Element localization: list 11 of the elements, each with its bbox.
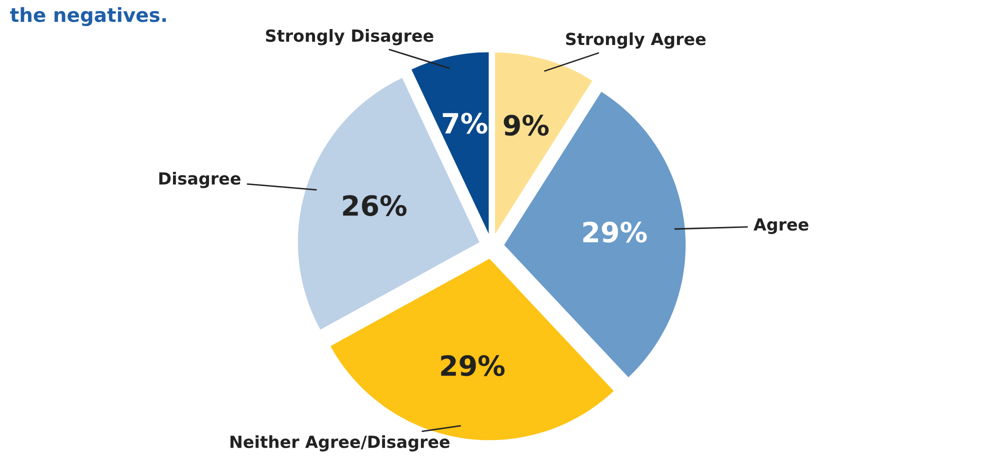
data-label: 7% (442, 112, 488, 134)
data-label: 9% (504, 114, 549, 136)
slice-label: Strongly Agree (566, 32, 706, 49)
data-label: 29% (583, 222, 647, 243)
data-label: 29% (441, 355, 505, 376)
slice-label: Neither Agree/Disagree (230, 435, 450, 452)
chart-title: the negatives. (10, 7, 166, 26)
slice-label: Disagree (159, 172, 240, 188)
data-label: 26% (343, 195, 406, 216)
slice-label: Strongly Disagree (266, 29, 434, 46)
slice-label: Agree (754, 218, 808, 234)
